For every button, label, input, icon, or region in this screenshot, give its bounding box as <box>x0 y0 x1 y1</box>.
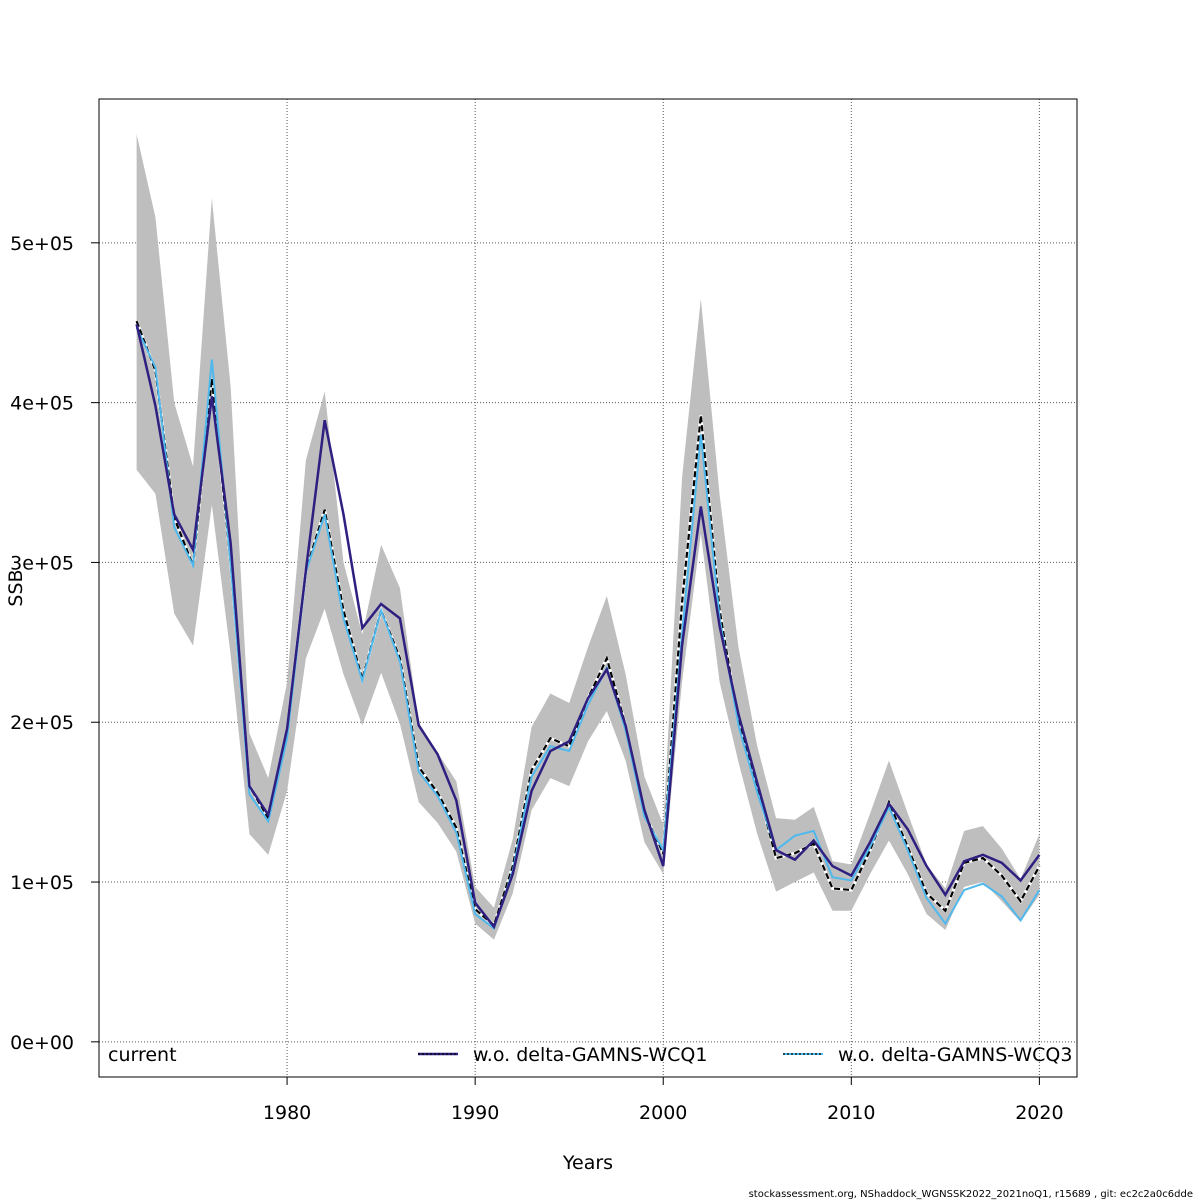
y-tick-label: 4e+05 <box>10 393 74 415</box>
legend-item-wcq3: w.o. delta-GAMNS-WCQ3 <box>838 1044 1072 1066</box>
x-tick-label: 1980 <box>263 1102 311 1124</box>
legend: current w.o. delta-GAMNS-WCQ1 w.o. delta… <box>108 1044 1072 1066</box>
y-tick-label: 5e+05 <box>10 233 74 255</box>
x-axis: 1980 1990 2000 2010 2020 <box>263 1077 1064 1124</box>
plot-frame <box>98 98 1078 1078</box>
series-line-wcq3 <box>135 327 1041 931</box>
confidence-band <box>136 134 1040 940</box>
x-tick-label: 2000 <box>639 1102 687 1124</box>
y-axis: 0e+00 1e+05 2e+05 3e+05 4e+05 5e+05 <box>10 233 99 1054</box>
grid-lines <box>99 99 1077 1077</box>
y-tick-label: 0e+00 <box>10 1032 74 1054</box>
x-axis-title: Years <box>562 1152 613 1174</box>
band-area <box>136 134 1040 940</box>
y-tick-label: 1e+05 <box>10 872 74 894</box>
x-tick-label: 1990 <box>451 1102 499 1124</box>
series-lines <box>135 320 1041 931</box>
y-tick-label: 3e+05 <box>10 552 74 574</box>
series-line-wcq1 <box>135 324 1041 930</box>
footer-text: stockassessment.org, NShaddock_WGNSSK202… <box>749 1189 1193 1200</box>
x-tick-label: 2010 <box>827 1102 875 1124</box>
x-tick-label: 2020 <box>1015 1102 1063 1124</box>
y-tick-label: 2e+05 <box>10 712 74 734</box>
legend-item-current: current <box>108 1044 177 1066</box>
legend-item-wcq1: w.o. delta-GAMNS-WCQ1 <box>473 1044 707 1066</box>
y-axis-title: SSB <box>5 569 27 606</box>
